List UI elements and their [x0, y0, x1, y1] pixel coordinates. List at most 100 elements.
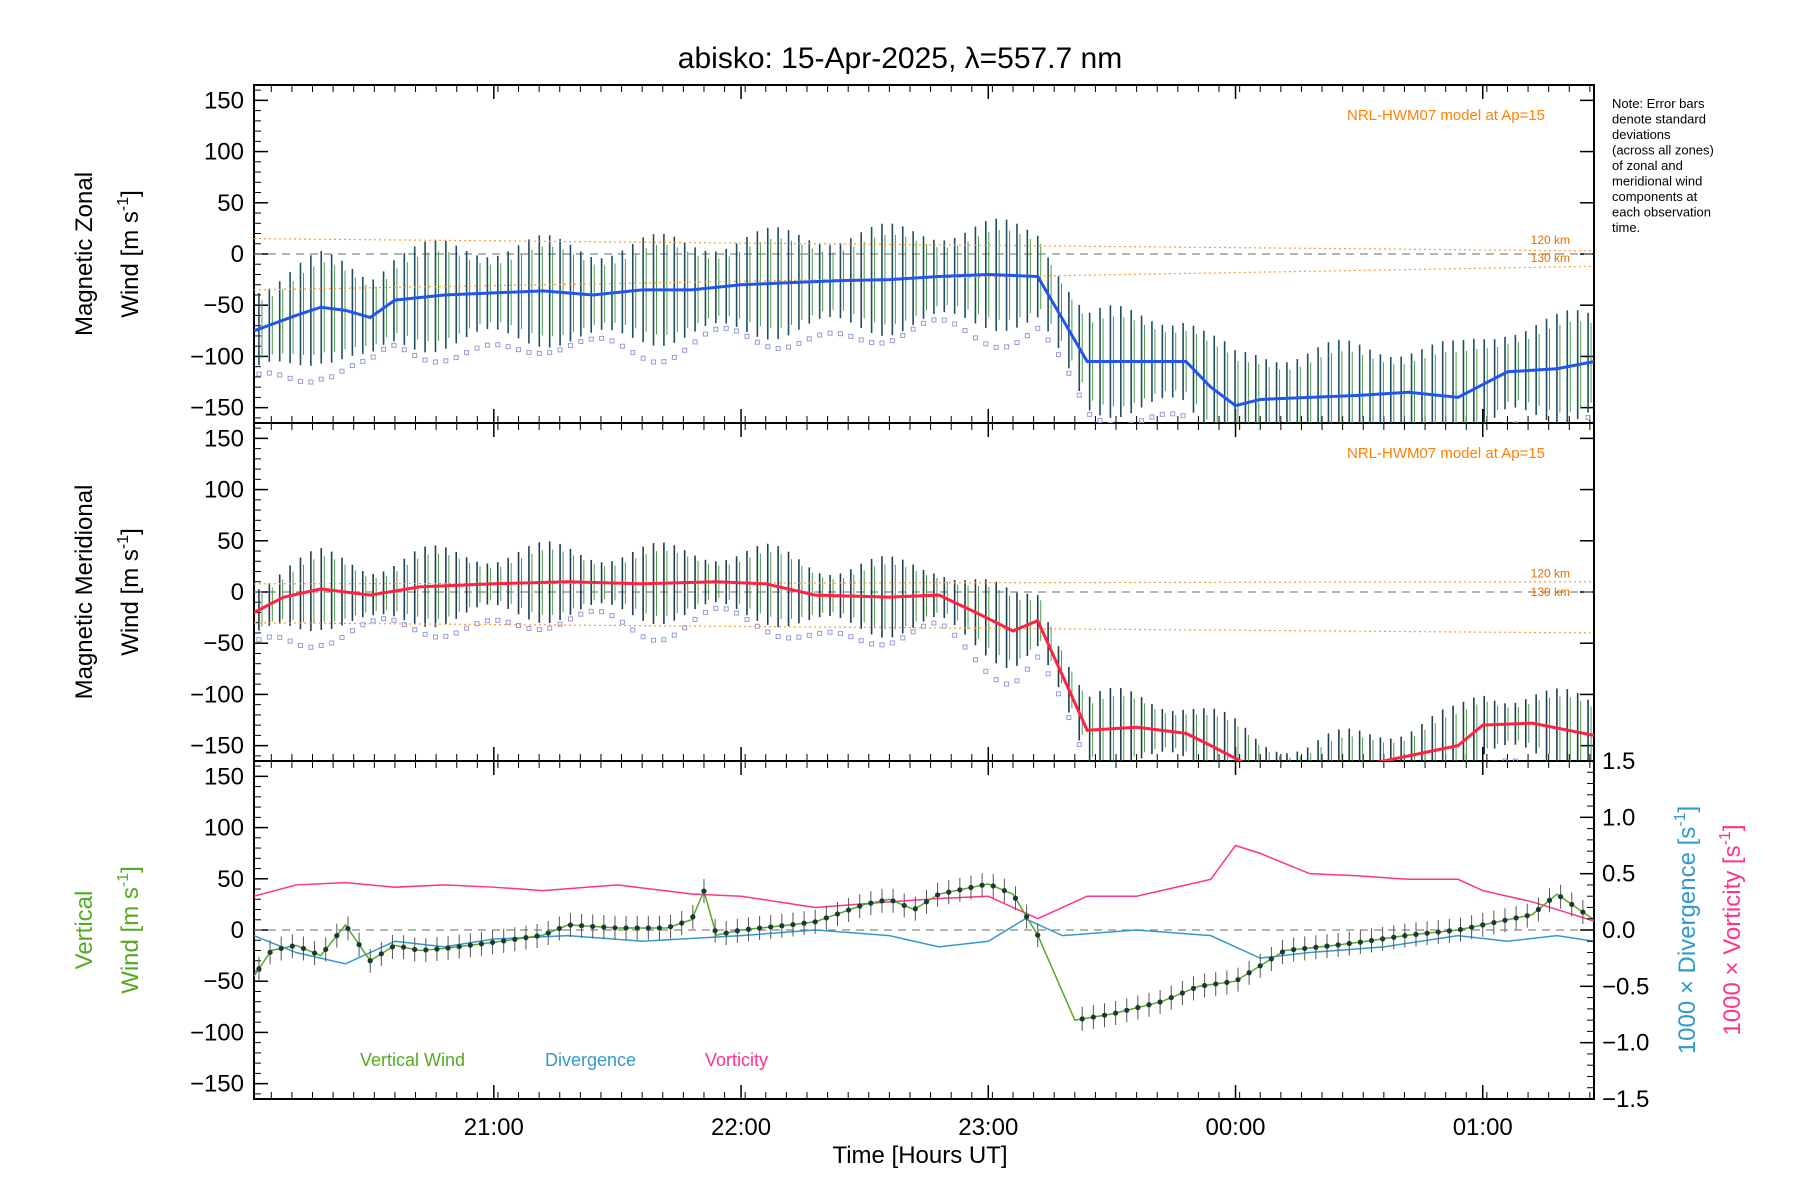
- vertical-wind-point: [868, 900, 874, 906]
- zone-sample-marker: [900, 332, 906, 338]
- zone-sample-marker: [952, 321, 958, 327]
- vertical-wind-point: [834, 911, 841, 917]
- x-axis-label: Time [Hours UT]: [832, 1142, 1007, 1169]
- zone-sample-marker: [516, 347, 522, 353]
- zone-sample-marker: [983, 341, 989, 347]
- zone-sample-marker: [484, 618, 490, 624]
- zone-sample-marker: [1410, 435, 1414, 439]
- zone-sample-marker: [578, 338, 584, 344]
- zone-sample-marker: [391, 342, 397, 348]
- y-axis-label-end: ]: [117, 190, 144, 197]
- divergence-line: [254, 917, 1594, 965]
- vorticity-axis-sup: -1: [1717, 831, 1734, 845]
- model-120km: [254, 581, 1594, 585]
- zone-sample-marker: [723, 606, 729, 612]
- zone-sample-marker: [1264, 799, 1268, 803]
- zone-sample-marker: [339, 368, 345, 374]
- vertical-wind-point: [1157, 999, 1163, 1005]
- vertical-wind-point: [345, 925, 351, 932]
- vertical-wind-point: [1291, 946, 1297, 953]
- zone-sample-marker: [1461, 787, 1465, 791]
- zone-sample-marker: [796, 634, 802, 640]
- zone-sample-marker: [796, 340, 802, 346]
- zone-sample-marker: [786, 344, 792, 350]
- note-line: each observation: [1612, 205, 1711, 220]
- zone-sample-marker: [1004, 681, 1010, 687]
- vertical-wind-point: [923, 899, 930, 905]
- zone-sample-marker: [297, 378, 303, 384]
- vertical-wind-point: [478, 941, 485, 947]
- zone-sample-marker: [931, 620, 937, 626]
- alt-label-130km: 130 km: [1531, 251, 1570, 265]
- y-axis-label-line1: Vertical: [71, 891, 98, 970]
- y-tick-label: 100: [204, 815, 244, 842]
- vertical-wind-point: [857, 903, 863, 909]
- zone-sample-marker: [318, 642, 324, 648]
- zone-sample-marker: [1368, 805, 1372, 809]
- zone-sample-marker: [713, 605, 719, 611]
- zone-sample-marker: [381, 346, 387, 352]
- y-axis-label-line1: Magnetic Zonal: [71, 172, 98, 336]
- zone-sample-marker: [661, 637, 667, 643]
- vertical-wind-point: [723, 930, 729, 936]
- note-line: (across all zones): [1612, 143, 1714, 158]
- zone-sample-marker: [1295, 806, 1299, 810]
- zone-sample-marker: [702, 609, 708, 615]
- zone-sample-marker: [889, 338, 895, 344]
- vertical-wind-point: [1491, 919, 1497, 926]
- zone-sample-marker: [1534, 428, 1538, 432]
- zone-sample-marker: [567, 343, 573, 349]
- vertical-wind-point: [334, 933, 340, 939]
- zone-sample-marker: [817, 332, 823, 338]
- zone-sample-marker: [1306, 815, 1310, 819]
- y-tick-label: 150: [204, 87, 244, 114]
- vertical-wind-point: [645, 925, 651, 931]
- zone-sample-marker: [1150, 767, 1154, 771]
- x-tick-label: 22:00: [711, 1114, 771, 1141]
- right-tick-label: −1.0: [1602, 1030, 1649, 1057]
- zone-sample-marker: [848, 634, 854, 640]
- zone-sample-marker: [599, 609, 605, 615]
- zone-sample-marker: [630, 627, 636, 633]
- y-tick-label: 0: [231, 579, 244, 606]
- right-tick-label: 0.5: [1602, 861, 1635, 888]
- vertical-wind-point: [556, 925, 562, 932]
- meridional-wind-line: [254, 580, 1594, 761]
- zone-sample-marker: [609, 338, 615, 344]
- zone-sample-marker: [381, 616, 387, 622]
- zone-sample-marker: [1107, 421, 1113, 423]
- zone-sample-marker: [921, 623, 927, 629]
- zone-sample-marker: [692, 616, 698, 622]
- vertical-wind-point: [1424, 930, 1430, 936]
- zone-sample-marker: [567, 616, 573, 622]
- zone-sample-marker: [412, 352, 418, 358]
- zone-sample-marker: [952, 632, 958, 638]
- zone-sample-marker: [661, 359, 667, 365]
- vertical-wind-point: [1124, 1007, 1130, 1013]
- vertical-wind-point: [1402, 933, 1408, 939]
- vertical-wind-point: [1135, 1004, 1141, 1011]
- legend-vorticity: Vorticity: [705, 1050, 768, 1070]
- zone-sample-marker: [972, 657, 978, 663]
- zone-sample-marker: [1275, 798, 1279, 802]
- zone-sample-marker: [484, 342, 490, 348]
- vertical-wind-point: [489, 939, 496, 946]
- vertical-wind-point: [634, 925, 640, 931]
- zone-sample-marker: [713, 326, 719, 332]
- zone-sample-marker: [1378, 795, 1382, 799]
- zone-sample-marker: [453, 630, 459, 636]
- vertical-wind-point: [1413, 931, 1419, 937]
- vertical-wind-point: [979, 882, 985, 888]
- zone-sample-marker: [349, 628, 355, 634]
- zone-sample-marker: [422, 357, 428, 363]
- zone-sample-marker: [1502, 758, 1508, 761]
- zone-sample-marker: [754, 339, 760, 345]
- zone-sample-marker: [1493, 430, 1497, 434]
- alt-label-120km: 120 km: [1531, 567, 1570, 581]
- vertical-wind-point: [1513, 915, 1519, 921]
- zone-sample-marker: [1055, 352, 1061, 358]
- zone-sample-marker: [1523, 760, 1529, 761]
- vertical-wind-point: [1146, 1002, 1152, 1008]
- zone-sample-marker: [474, 345, 480, 351]
